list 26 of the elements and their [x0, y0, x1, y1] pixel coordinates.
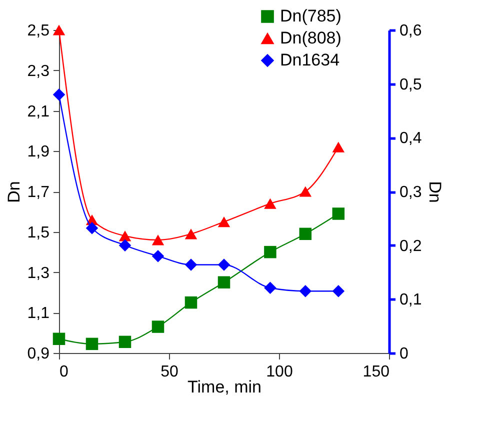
y2-tick-label: 0,4 — [400, 130, 422, 148]
legend-label: Dn1634 — [280, 50, 340, 70]
y2-axis-title: Dn — [426, 181, 445, 203]
y-tick-label: 1,3 — [27, 264, 50, 282]
y-tick-label: 1,7 — [27, 184, 50, 201]
y2-tick-label: 0,6 — [400, 22, 422, 40]
x-axis-title: Time, min — [188, 378, 262, 396]
y-tick-label: 1,9 — [27, 144, 50, 161]
y-tick-label: 0,9 — [27, 346, 50, 362]
y-axis-title: Dn — [4, 181, 24, 203]
y-tick-label: 1,5 — [27, 224, 50, 242]
y2-tick-label: 0,3 — [400, 184, 422, 201]
x-tick-label: 0 — [60, 364, 68, 380]
x-tick-label: 100 — [266, 364, 293, 380]
y2-tick-label: 0,5 — [400, 76, 422, 94]
legend-label: Dn(808) — [280, 28, 342, 48]
x-tick-label: 50 — [160, 364, 178, 380]
legend-label: Dn(785) — [280, 6, 342, 26]
y-tick-label: 2,5 — [27, 22, 50, 40]
x-tick-label: 150 — [362, 364, 390, 380]
y2-tick-label: 0 — [400, 346, 408, 362]
y-tick-label: 2,1 — [27, 103, 50, 120]
y2-tick-label: 0,1 — [400, 292, 422, 309]
y-tick-label: 2,3 — [27, 62, 50, 80]
y2-tick-label: 0,2 — [400, 238, 422, 255]
y-tick-label: 1,1 — [27, 305, 50, 322]
